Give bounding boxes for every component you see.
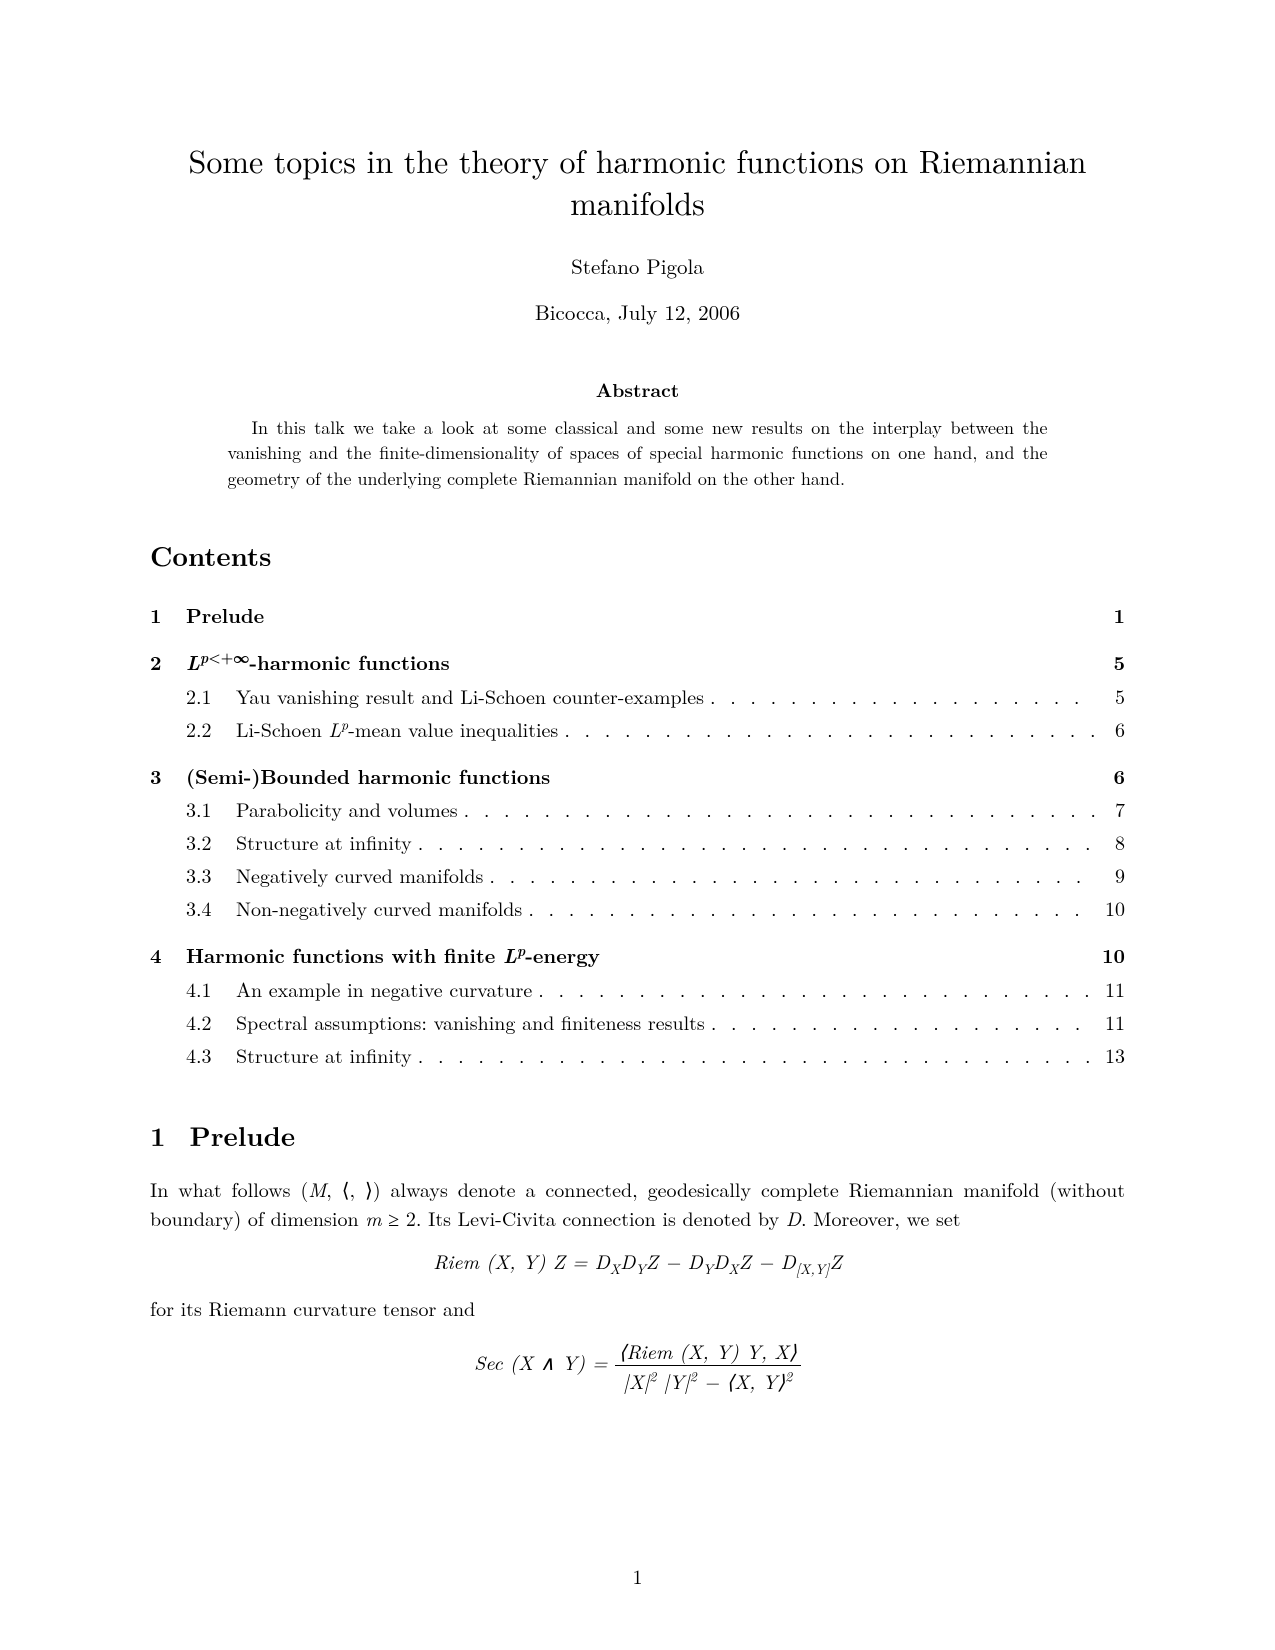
toc-page: 8	[1095, 825, 1125, 858]
toc-label: Parabolicity and volumes	[236, 792, 458, 825]
toc-dots	[704, 679, 1095, 712]
toc-number: 3.3	[186, 858, 236, 891]
body-paragraph: In what follows (M, ⟨, ⟩) always denote …	[150, 1174, 1125, 1232]
toc-label: Structure at infinity	[236, 825, 412, 858]
toc-page: 10	[1095, 891, 1125, 924]
toc-label: Li-Schoen Lp-mean value inequalities	[236, 712, 558, 745]
toc-section: 3(Semi-)Bounded harmonic functions 6	[150, 759, 1125, 792]
date: Bicocca, July 12, 2006	[150, 297, 1125, 327]
toc-subsection: 4.1An example in negative curvature 11	[150, 972, 1125, 1005]
table-of-contents: 1Prelude12Lp<+∞-harmonic functions52.1Ya…	[150, 598, 1125, 1071]
section-heading-1: 1 Prelude	[150, 1115, 1125, 1154]
author: Stefano Pigola	[150, 251, 1125, 281]
toc-subsection: 3.2Structure at infinity 8	[150, 825, 1125, 858]
toc-dots	[705, 1005, 1095, 1038]
toc-section: 1Prelude1	[150, 598, 1125, 631]
page-number: 1	[0, 1561, 1275, 1590]
equation-riem: Riem (X, Y) Z = DXDYZ − DYDXZ − D[X,Y]Z	[150, 1246, 1125, 1279]
toc-subsection: 3.3Negatively curved manifolds 9	[150, 858, 1125, 891]
toc-number: 4.1	[186, 972, 236, 1005]
toc-label: Negatively curved manifolds	[236, 858, 483, 891]
toc-page: 9	[1095, 858, 1125, 891]
toc-page: 6	[1095, 759, 1125, 792]
toc-subsection: 3.4Non-negatively curved manifolds 10	[150, 891, 1125, 924]
abstract-text: In this talk we take a look at some clas…	[228, 415, 1048, 491]
toc-number: 2.1	[186, 679, 236, 712]
toc-label: Lp<+∞-harmonic functions	[186, 645, 450, 679]
toc-number: 4	[150, 938, 186, 972]
document-title: Some topics in the theory of harmonic fu…	[150, 140, 1125, 223]
section-number: 1	[150, 1115, 166, 1154]
toc-number: 3	[150, 759, 186, 792]
toc-page: 7	[1095, 792, 1125, 825]
section-title: Prelude	[190, 1115, 296, 1154]
toc-number: 4.3	[186, 1038, 236, 1071]
toc-section: 4Harmonic functions with finite Lp-energ…	[150, 938, 1125, 972]
toc-number: 3.2	[186, 825, 236, 858]
toc-subsection: 4.2Spectral assumptions: vanishing and f…	[150, 1005, 1125, 1038]
toc-label: Harmonic functions with finite Lp-energy	[186, 938, 600, 972]
toc-number: 3.1	[186, 792, 236, 825]
toc-label: (Semi-)Bounded harmonic functions	[186, 759, 550, 792]
toc-page: 5	[1095, 679, 1125, 712]
abstract-heading: Abstract	[150, 375, 1125, 403]
toc-dots	[532, 972, 1095, 1005]
toc-label: Structure at infinity	[236, 1038, 412, 1071]
toc-page: 11	[1095, 972, 1125, 1005]
toc-dots	[458, 792, 1095, 825]
toc-subsection: 4.3Structure at infinity 13	[150, 1038, 1125, 1071]
toc-number: 4.2	[186, 1005, 236, 1038]
page: Some topics in the theory of harmonic fu…	[0, 0, 1275, 1650]
body-paragraph: for its Riemann curvature tensor and	[150, 1293, 1125, 1322]
toc-number: 1	[150, 598, 186, 631]
toc-subsection: 2.1Yau vanishing result and Li-Schoen co…	[150, 679, 1125, 712]
toc-page: 6	[1095, 712, 1125, 745]
toc-dots	[412, 1038, 1095, 1071]
toc-dots	[558, 712, 1095, 745]
toc-label: An example in negative curvature	[236, 972, 532, 1005]
toc-page: 1	[1095, 598, 1125, 631]
toc-subsection: 2.2Li-Schoen Lp-mean value inequalities 6	[150, 712, 1125, 745]
toc-label: Non-negatively curved manifolds	[236, 891, 522, 924]
toc-number: 2.2	[186, 712, 236, 745]
toc-subsection: 3.1Parabolicity and volumes 7	[150, 792, 1125, 825]
toc-page: 10	[1095, 938, 1125, 972]
toc-dots	[522, 891, 1095, 924]
toc-dots	[412, 825, 1095, 858]
toc-label: Prelude	[186, 598, 264, 631]
toc-page: 5	[1095, 645, 1125, 679]
toc-number: 3.4	[186, 891, 236, 924]
contents-heading: Contents	[150, 535, 1125, 574]
toc-page: 11	[1095, 1005, 1125, 1038]
toc-section: 2Lp<+∞-harmonic functions 5	[150, 645, 1125, 679]
toc-label: Spectral assumptions: vanishing and fini…	[236, 1005, 705, 1038]
equation-sec: Sec (X ∧ Y) = ⟨Riem (X, Y) Y, X⟩|X|2 |Y|…	[150, 1336, 1125, 1395]
toc-number: 2	[150, 645, 186, 679]
toc-page: 13	[1095, 1038, 1125, 1071]
toc-label: Yau vanishing result and Li-Schoen count…	[236, 679, 704, 712]
toc-dots	[483, 858, 1095, 891]
